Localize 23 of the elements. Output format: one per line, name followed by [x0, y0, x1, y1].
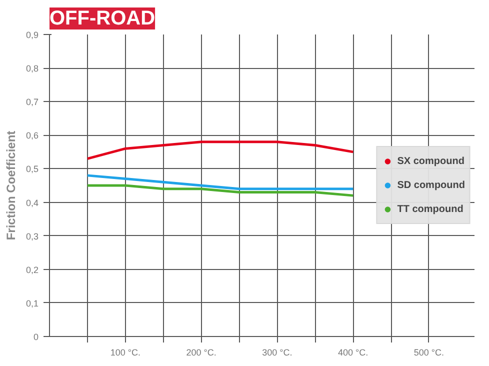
y-axis-title: Friction Coefficient — [4, 130, 18, 240]
y-tick-label: 0,2 — [26, 264, 39, 275]
x-tick-label: 200 °C. — [186, 348, 216, 358]
y-tick-label: 0 — [33, 332, 39, 342]
y-tick-label: 0,1 — [26, 298, 39, 308]
y-tick-label: 0,6 — [26, 130, 39, 141]
x-tick-label: 500 °C. — [414, 348, 444, 358]
legend-label: SX compound — [397, 156, 464, 166]
x-tick-label: 100 °C. — [110, 348, 140, 358]
x-tick-label: 300 °C. — [262, 348, 292, 358]
x-tick-label: 400 °C. — [338, 348, 368, 358]
legend-label: TT compound — [397, 204, 464, 214]
line-series — [86, 184, 354, 197]
line-series — [86, 174, 354, 190]
line-series — [86, 140, 354, 160]
y-tick-label: 0,7 — [26, 97, 39, 108]
y-tick-label: 0,4 — [26, 198, 39, 208]
y-tick-label: 0,9 — [26, 30, 39, 40]
y-tick-label: 0,8 — [26, 64, 39, 74]
y-tick-label: 0,3 — [26, 231, 39, 242]
legend-label: SD compound — [397, 180, 465, 190]
chart-title: OFF-ROAD — [50, 8, 156, 30]
y-tick-label: 0,5 — [26, 164, 39, 174]
